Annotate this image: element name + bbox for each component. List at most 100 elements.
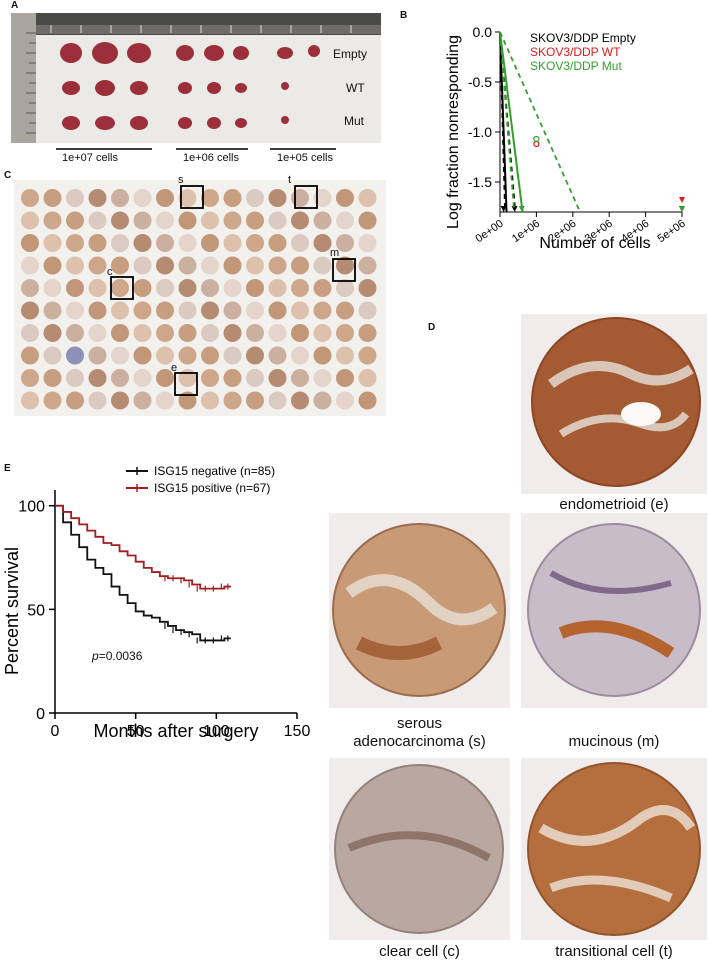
y-axis-title: Percent survival <box>2 547 22 675</box>
tma-core <box>291 324 309 342</box>
tma-box-e <box>174 372 198 396</box>
tma-core <box>178 301 197 320</box>
tma-core <box>358 256 377 275</box>
tma-core <box>43 324 62 342</box>
tma-box-label-t: t <box>288 174 292 186</box>
tma-core <box>43 189 62 207</box>
survival-curve-isg15-negative-n-85- <box>55 504 231 642</box>
tma-core <box>178 369 197 387</box>
tma-core <box>21 211 39 230</box>
tma-core <box>111 391 129 410</box>
tma-core <box>21 234 39 252</box>
tma-core <box>291 211 309 230</box>
tma-core <box>201 189 219 207</box>
tma-core <box>246 211 264 230</box>
tma-core <box>313 256 332 275</box>
y-tick-label: -1.0 <box>468 124 492 140</box>
legend-skov3-ddp-wt: SKOV3/DDP WT <box>530 45 621 59</box>
group-label-1e07: 1e+07 cells <box>62 152 118 164</box>
tma-core <box>156 346 174 365</box>
x-tick-label: 0e+00 <box>474 218 506 246</box>
tma-core <box>268 189 287 207</box>
tma-core <box>111 324 129 342</box>
tma-core <box>43 346 62 365</box>
point-skov3-ddp-empty <box>500 206 507 212</box>
y-axis-title: Log fraction nonresponding <box>445 35 462 229</box>
tma-core <box>133 346 152 365</box>
tma-core <box>201 256 219 275</box>
tma-core <box>313 369 332 387</box>
tma-core <box>66 211 84 230</box>
caption-mucinous: mucinous (m) <box>568 733 660 750</box>
x-tick-label: 150 <box>284 723 311 740</box>
tma-core <box>66 256 84 275</box>
tma-core <box>43 391 62 410</box>
tma-core <box>133 369 152 387</box>
ihc-transitional-drawing <box>527 762 701 936</box>
ihc-endometrioid-image <box>521 314 707 494</box>
tma-core <box>336 279 354 297</box>
tma-core <box>156 189 174 207</box>
tma-core <box>246 346 264 365</box>
tma-core <box>178 256 197 275</box>
tma-core <box>358 369 377 387</box>
point-skov3-ddp-mut <box>518 206 525 212</box>
ihc-mucinous-drawing <box>527 523 701 697</box>
panel-e-label: E <box>4 463 11 474</box>
tma-core <box>268 346 287 365</box>
fit-line-skov3-ddp-mut <box>499 31 524 213</box>
tma-core <box>178 324 197 342</box>
tma-core <box>246 189 264 207</box>
tma-core <box>336 189 354 207</box>
tma-core <box>66 189 84 207</box>
tma-core <box>201 391 219 410</box>
tma-core <box>291 256 309 275</box>
tma-core <box>21 369 39 387</box>
tma-core <box>21 324 39 342</box>
limiting-dilution-chart: 0.0-0.5-1.0-1.50e+00 1e+06 2e+06 3e+06 4e+06… <box>445 24 688 252</box>
tma-core <box>66 234 84 252</box>
tma-core <box>133 256 152 275</box>
y-tick-label: 100 <box>18 499 45 516</box>
tma-core <box>133 211 152 230</box>
ci-line-skov3-ddp-empty <box>499 31 506 213</box>
row-label-wt: WT <box>346 81 365 95</box>
tma-core <box>268 324 287 342</box>
row-label-mut: Mut <box>344 114 365 128</box>
panel-d-label: D <box>428 322 436 333</box>
tma-core <box>156 279 174 297</box>
tma-core <box>43 256 62 275</box>
legend-skov3-ddp-mut: SKOV3/DDP Mut <box>530 59 622 73</box>
tma-core <box>88 324 107 342</box>
legend-skov3-ddp-empty: SKOV3/DDP Empty <box>530 31 636 45</box>
tma-core <box>246 256 264 275</box>
y-tick-label: -0.5 <box>468 74 492 90</box>
caption-serous-line1: serous <box>396 715 443 732</box>
row-label-empty: Empty <box>333 47 368 61</box>
tma-core <box>268 279 287 297</box>
tma-core <box>111 189 129 207</box>
ihc-transitional-image <box>521 758 707 940</box>
tma-core <box>268 256 287 275</box>
point-skov3-ddp-mut <box>679 206 685 212</box>
tma-core <box>291 234 309 252</box>
tma-core <box>223 324 242 342</box>
group-label-1e05: 1e+05 cells <box>277 152 333 164</box>
ihc-endometrioid-drawing <box>531 317 701 487</box>
tma-core <box>88 391 107 410</box>
point-skov3-ddp-mut <box>533 135 540 143</box>
tma-core <box>268 301 287 320</box>
ci-line-skov3-ddp-mut <box>499 31 581 213</box>
tma-core <box>223 369 242 387</box>
tma-core <box>223 391 242 410</box>
tma-core <box>358 324 377 342</box>
tissue-microarray-drawing <box>21 185 377 410</box>
tma-core <box>43 279 62 297</box>
tma-core <box>313 234 332 252</box>
tma-core <box>88 346 107 365</box>
tma-core <box>111 211 129 230</box>
tma-core <box>201 346 219 365</box>
tma-core <box>88 189 107 207</box>
tma-core <box>358 301 377 320</box>
tma-core <box>21 346 39 365</box>
